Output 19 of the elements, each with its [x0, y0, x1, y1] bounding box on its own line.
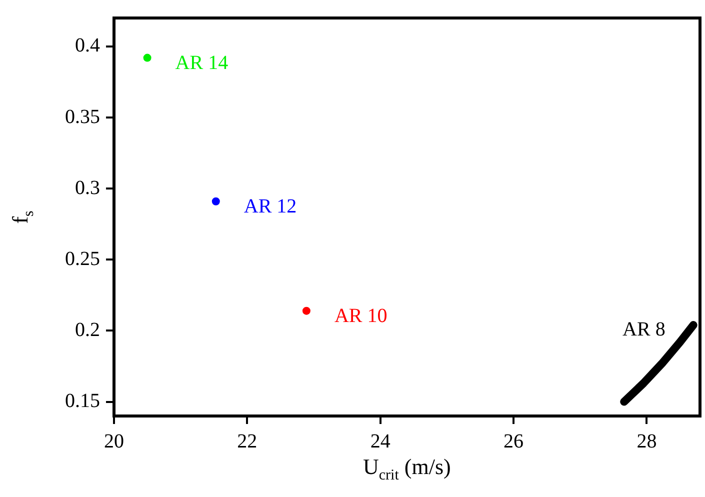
x-tick-label: 26 — [504, 430, 524, 452]
y-tick-label: 0.15 — [65, 390, 100, 412]
series-label: AR 12 — [244, 196, 297, 218]
y-tick-label: 0.2 — [75, 318, 100, 341]
y-tick-label: 0.25 — [65, 248, 100, 270]
series-label: AR 14 — [175, 52, 228, 74]
x-tick-label: 20 — [104, 430, 124, 452]
point — [212, 197, 220, 206]
y-tick-label: 0.3 — [75, 176, 100, 199]
series-label: AR 10 — [334, 305, 388, 328]
point — [143, 54, 152, 62]
x-axis-title: U$_{crit}$ (m/s) — [363, 454, 451, 484]
x-tick-label: 22 — [237, 430, 258, 452]
series-label: AR 8 — [622, 318, 666, 340]
y-tick-label: 0.35 — [65, 106, 100, 128]
x-tick-label: 24 — [370, 430, 390, 452]
x-tick-label: 28 — [636, 430, 657, 452]
y-tick-label: 0.4 — [75, 34, 100, 57]
point — [302, 306, 310, 315]
